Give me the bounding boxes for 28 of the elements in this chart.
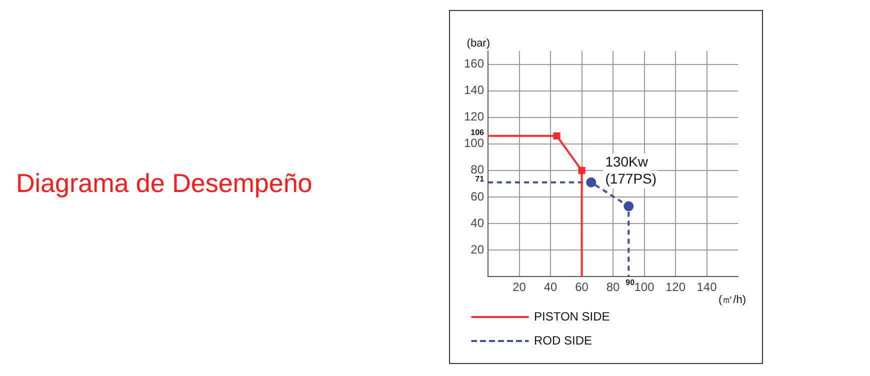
x-tick-label: 120: [665, 280, 686, 294]
annotation: 130Kw (177PS): [605, 153, 657, 186]
y-tick-label: 160: [464, 56, 484, 71]
y-tick-label: 140: [464, 83, 484, 98]
x-tick-label: 100: [634, 280, 655, 294]
x-tick-label: 40: [544, 280, 558, 294]
legend-label: ROD SIDE: [534, 333, 592, 348]
x-tick-label: 20: [512, 280, 526, 294]
y-tick-label: 120: [464, 110, 484, 124]
y-tick-label: 100: [464, 136, 484, 150]
y-tick-label: 60: [470, 189, 484, 204]
y-tick-label: 40: [470, 216, 484, 230]
text: 90: [626, 278, 636, 287]
point: [553, 132, 560, 140]
x-axis-title: (㎥/h): [718, 294, 746, 306]
y-tick-label: 20: [470, 242, 484, 256]
point: [624, 201, 634, 212]
legend-label: PISTON SIDE: [534, 309, 610, 324]
x-tick-label: 140: [696, 280, 718, 294]
x-tick-label: 60: [575, 280, 589, 294]
text: 106: [470, 128, 485, 138]
text: Diagrama de Desempeño: [16, 168, 312, 199]
text: 71: [475, 174, 485, 184]
x-tick-label: 80: [606, 280, 620, 294]
y-axis-title: (bar): [466, 38, 490, 50]
y-tick-label: 80: [470, 162, 484, 177]
point: [586, 177, 596, 188]
point: [578, 166, 586, 174]
